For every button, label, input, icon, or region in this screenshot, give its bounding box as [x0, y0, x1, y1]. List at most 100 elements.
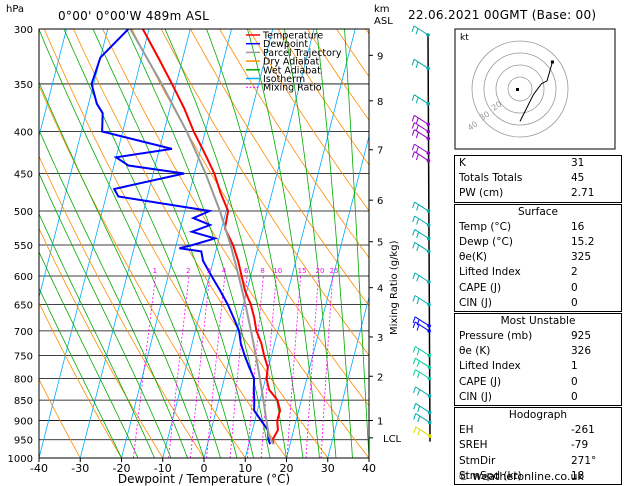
- indices-box: K 31 Totals Totals 45 PW (cm) 2.71: [454, 155, 622, 203]
- surface-value: 0: [571, 281, 578, 294]
- wind-barb-dot: [426, 158, 431, 163]
- wind-barb-flag: [412, 346, 416, 353]
- pressure-tick-label: 350: [14, 80, 33, 91]
- hodograph-trace: [519, 61, 553, 122]
- pressure-tick-label: 300: [14, 25, 33, 36]
- wind-barb-flag: [415, 131, 419, 139]
- index-label: K: [459, 157, 466, 169]
- most-unstable-row: Lifted Index 1: [455, 359, 621, 374]
- wind-barb: [411, 58, 430, 71]
- wind-barb: [412, 346, 432, 358]
- mixing-ratio-label: 3: [207, 267, 211, 275]
- isotherm-line: [39, 29, 150, 458]
- mixing-ratio-label: 20: [316, 267, 325, 275]
- legend-label: Temperature: [262, 31, 323, 42]
- mixing-ratio-label: 2: [186, 267, 190, 275]
- legend-label: Parcel Trajectory: [263, 48, 342, 59]
- height-tick-label: 4: [377, 284, 383, 295]
- index-row: Totals Totals 45: [455, 171, 621, 186]
- wind-barb-dot: [426, 209, 431, 213]
- wind-barb: [411, 114, 431, 127]
- hodograph-stat-label: EH: [459, 424, 474, 437]
- wind-barb-dot: [426, 249, 431, 254]
- most-unstable-label: θe (K): [459, 345, 491, 358]
- wet-adiabat-line: [284, 29, 337, 458]
- wind-barb-shaft: [413, 94, 429, 105]
- hodograph-end-marker: [550, 60, 554, 64]
- wind-barb: [412, 201, 431, 213]
- wind-barb-shaft: [414, 241, 430, 252]
- wind-barb: [413, 386, 432, 398]
- mixing-ratio-line: [260, 275, 277, 458]
- height-tick-label: 9: [377, 51, 383, 62]
- pressure-tick-label: 750: [14, 351, 33, 362]
- wind-barb: [412, 357, 432, 369]
- wind-barb: [413, 413, 432, 425]
- wind-barb-shaft: [414, 316, 430, 327]
- series-dewpoint: [90, 29, 272, 445]
- index-label: Totals Totals: [459, 172, 523, 185]
- surface-row: Lifted Index 2: [455, 265, 621, 280]
- surface-label: Temp (°C): [459, 220, 512, 233]
- wind-barb-flag: [416, 371, 420, 379]
- wind-barb-flag: [411, 143, 415, 151]
- wind-barb-dot: [426, 151, 431, 155]
- wind-barb: [411, 129, 431, 141]
- series-temperature: [141, 29, 282, 445]
- most-unstable-value: 1: [571, 360, 578, 373]
- wind-barb-shaft: [414, 122, 429, 132]
- x-tick-label: -40: [30, 462, 48, 475]
- pressure-tick-label: 650: [14, 301, 33, 312]
- hodograph-stat-row: StmDir 271°: [455, 454, 621, 469]
- pressure-unit-label: hPa: [6, 4, 25, 15]
- most-unstable-box: Most Unstable Pressure (mb) 925 θe (K) 326 L…: [454, 312, 622, 406]
- wind-barb-shaft: [413, 114, 429, 125]
- mixing-ratio-label: 6: [244, 267, 249, 275]
- wind-barb-dot: [426, 66, 430, 71]
- most-unstable-label: Lifted Index: [459, 360, 521, 373]
- x-tick-label: -20: [113, 462, 131, 475]
- pressure-tick-label: 450: [14, 169, 33, 180]
- dry-adiabat-line: [39, 378, 81, 458]
- pressure-tick-label: 800: [14, 374, 33, 385]
- x-axis-label: Dewpoint / Temperature (°C): [118, 472, 290, 486]
- wind-barb: [412, 215, 431, 227]
- dry-adiabat-line: [39, 155, 205, 458]
- wind-barb-shaft: [415, 413, 430, 423]
- mixing-ratio-label: 15: [298, 267, 307, 275]
- wind-barb-shaft: [414, 215, 429, 226]
- isotherm-line: [286, 134, 369, 458]
- wind-barb-shaft: [414, 151, 429, 161]
- wind-barb-shaft: [414, 143, 429, 154]
- wet-adiabat-line: [92, 29, 254, 458]
- hodograph-ring: [483, 52, 557, 126]
- wet-adiabat-line: [316, 29, 353, 458]
- pressure-tick-label: 600: [14, 272, 33, 283]
- dry-adiabat-line: [131, 29, 369, 407]
- wind-barb-flag: [412, 272, 416, 280]
- surface-value: 15.2: [571, 235, 595, 248]
- surface-value: 2: [571, 266, 578, 279]
- mixing-ratio-line: [286, 275, 302, 458]
- legend-label: Wet Adiabat: [263, 65, 321, 76]
- x-tick-label: -30: [71, 462, 89, 475]
- wind-barb-dot: [427, 280, 431, 284]
- wet-adiabat-line: [39, 172, 172, 458]
- pressure-tick-label: 550: [14, 241, 33, 252]
- legend-label: Isotherm: [263, 74, 305, 85]
- isotherm-line: [203, 29, 315, 458]
- wind-barb-flag: [412, 316, 416, 323]
- wind-barb-shaft: [414, 295, 430, 305]
- wind-barb-shaft: [414, 229, 429, 239]
- surface-title: Surface: [517, 205, 558, 218]
- wind-barb-flag: [413, 426, 417, 434]
- wind-barb-flag: [416, 348, 420, 356]
- indices-panel: K 31 Totals Totals 45 PW (cm) 2.71 Surface Te…: [454, 155, 622, 485]
- dry-adiabat-line: [219, 29, 369, 259]
- wet-adiabat-line: [39, 212, 155, 458]
- wind-barb-flag: [416, 360, 420, 367]
- height-tick-label: 5: [377, 238, 383, 249]
- wet-adiabat-line: [39, 29, 221, 458]
- most-unstable-value: 0: [571, 375, 578, 388]
- hodograph-ring: [471, 40, 569, 138]
